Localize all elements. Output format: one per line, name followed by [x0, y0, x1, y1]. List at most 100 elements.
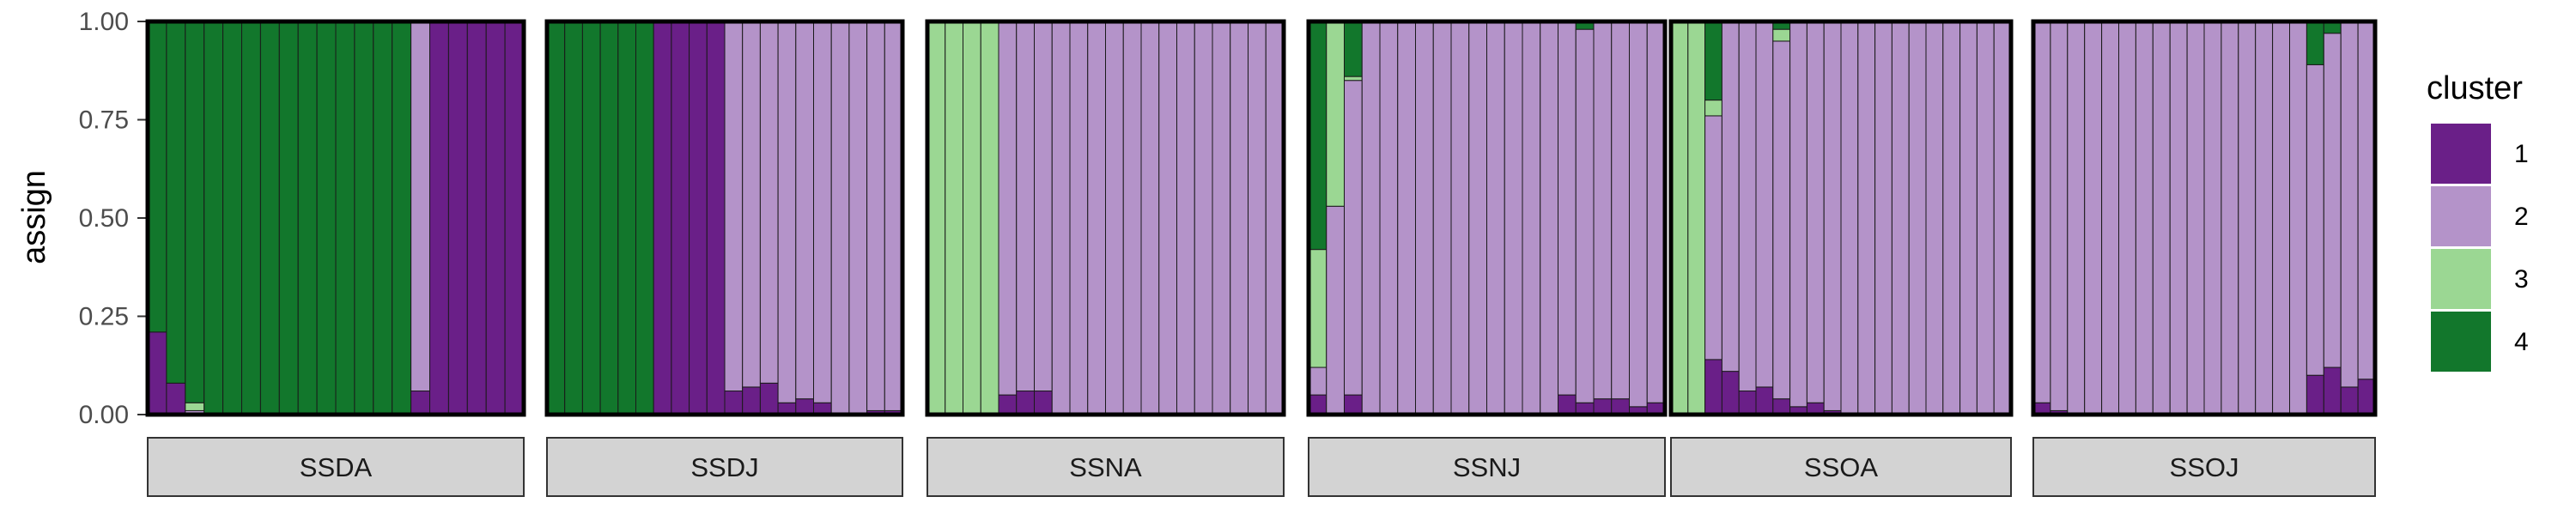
bar-segment-cluster-2 [1840, 21, 1859, 415]
bar-segment-cluster-2 [2272, 21, 2291, 415]
bar-segment-cluster-2 [1738, 21, 1757, 392]
bar-segment-cluster-4 [599, 21, 619, 415]
bar-segment-cluster-1 [706, 21, 726, 415]
facet-panels [145, 19, 2378, 417]
bar-segment-cluster-2 [1857, 21, 1876, 415]
bar-segment-cluster-2 [1755, 21, 1774, 388]
bar-segment-cluster-2 [795, 21, 814, 400]
panel-ssoa [1668, 19, 2014, 417]
bar-segment-cluster-3 [185, 402, 205, 411]
y-axis: 0.00 0.25 0.50 0.75 1.00 [79, 8, 146, 429]
panel-border [145, 19, 526, 417]
bar-segment-cluster-2 [1575, 28, 1595, 403]
bar-segment-cluster-2 [1959, 21, 1978, 415]
bar-segment-cluster-2 [2101, 21, 2120, 415]
bar-segment-cluster-2 [2238, 21, 2257, 415]
bar-segment-cluster-4 [546, 21, 566, 415]
panel-ssna [925, 19, 1286, 417]
bar-segment-cluster-4 [147, 21, 167, 333]
legend-label: 1 [2514, 140, 2529, 168]
bar-segment-cluster-2 [1874, 21, 1893, 415]
panel-border [544, 19, 905, 417]
bar-segment-cluster-2 [830, 21, 850, 415]
bar-segment-cluster-1 [1558, 394, 1577, 415]
bar-segment-cluster-2 [998, 21, 1018, 396]
bar-segment-cluster-4 [335, 21, 355, 415]
bar-segment-cluster-2 [1176, 21, 1195, 415]
bar-segment-cluster-4 [185, 21, 205, 403]
bar-segment-cluster-2 [866, 21, 885, 411]
bar-segment-cluster-2 [2169, 21, 2188, 415]
bar-segment-cluster-2 [884, 21, 903, 411]
bar-segment-cluster-2 [1976, 21, 1995, 415]
bar-segment-cluster-2 [1308, 367, 1327, 396]
bar-segment-cluster-2 [1379, 21, 1399, 415]
strip-label: SSDA [300, 452, 373, 482]
bar-segment-cluster-2 [1504, 21, 1523, 415]
bar-segment-cluster-2 [1646, 21, 1666, 403]
bar-segment-cluster-4 [373, 21, 393, 415]
strip-background [546, 437, 903, 497]
bar-segment-cluster-2 [1344, 80, 1363, 396]
bar-segment-cluster-2 [1051, 21, 1071, 415]
bar-segment-cluster-2 [1772, 40, 1791, 400]
bar-segment-cluster-2 [2118, 21, 2136, 415]
bar-segment-cluster-2 [1540, 21, 1558, 415]
panel-ssnj [1306, 19, 1668, 417]
y-tick-label: 0.50 [79, 204, 129, 233]
bar-segment-cluster-2 [2289, 21, 2307, 415]
bar-segment-cluster-2 [1105, 21, 1124, 415]
bar-segment-cluster-1 [2357, 379, 2376, 415]
bar-segment-cluster-2 [1629, 21, 1648, 408]
bar-segment-cluster-2 [1721, 21, 1740, 373]
strip-background [1670, 437, 2012, 497]
bar-segment-cluster-2 [1194, 21, 1213, 415]
bar-segment-cluster-1 [1755, 386, 1774, 415]
bar-segment-cluster-1 [2340, 386, 2359, 415]
panel-border [925, 19, 1286, 417]
bar-segment-cluster-2 [2255, 21, 2274, 415]
bar-segment-cluster-2 [1450, 21, 1470, 415]
bar-segment-cluster-3 [1772, 28, 1791, 42]
bar-segment-cluster-2 [1397, 21, 1416, 415]
bar-segment-cluster-2 [1248, 21, 1267, 415]
strip-background [927, 437, 1285, 497]
bar-segment-cluster-4 [166, 21, 186, 384]
legend-key-1 [2429, 122, 2493, 185]
bar-segment-cluster-1 [998, 394, 1018, 415]
bar-segment-cluster-1 [485, 21, 506, 415]
bar-segment-cluster-2 [1891, 21, 1910, 415]
panel-ssda [145, 19, 526, 417]
bar-segment-cluster-2 [1522, 21, 1541, 415]
bar-segment-cluster-2 [2152, 21, 2171, 415]
bar-segment-cluster-4 [278, 21, 299, 415]
legend-label: 4 [2514, 328, 2529, 356]
bar-segment-cluster-2 [1069, 21, 1089, 415]
bar-segment-cluster-2 [1140, 21, 1160, 415]
legend-key-3 [2429, 247, 2493, 311]
legend-label: 3 [2514, 265, 2529, 294]
bar-segment-cluster-1 [1344, 394, 1363, 415]
bar-segment-cluster-2 [2323, 33, 2342, 368]
bar-segment-cluster-2 [1593, 21, 1613, 400]
bar-segment-cluster-2 [2186, 21, 2205, 415]
bar-segment-cluster-1 [1034, 391, 1053, 415]
panel-ssdj [544, 19, 905, 417]
bar-segment-cluster-4 [581, 21, 601, 415]
bar-segment-cluster-1 [671, 21, 690, 415]
bar-segment-cluster-1 [447, 21, 468, 415]
bar-segment-cluster-3 [1704, 100, 1722, 117]
y-tick-label: 1.00 [79, 8, 129, 36]
bar-segment-cluster-3 [1344, 76, 1363, 82]
bar-segment-cluster-4 [241, 21, 261, 415]
bar-segment-cluster-4 [617, 21, 636, 415]
bar-segment-cluster-2 [1326, 205, 1345, 415]
bar-segment-cluster-2 [1432, 21, 1452, 415]
bar-segment-cluster-2 [2340, 21, 2359, 388]
bar-segment-cluster-1 [653, 21, 672, 415]
bar-segment-cluster-1 [429, 21, 449, 415]
y-axis-title: assign [16, 170, 52, 264]
bar-segment-cluster-2 [2067, 21, 2086, 415]
bar-segment-cluster-4 [1704, 21, 1722, 101]
facet-strips: SSDA SSDJ SSNA SSNJ SSOA SSOJ [147, 437, 2376, 497]
